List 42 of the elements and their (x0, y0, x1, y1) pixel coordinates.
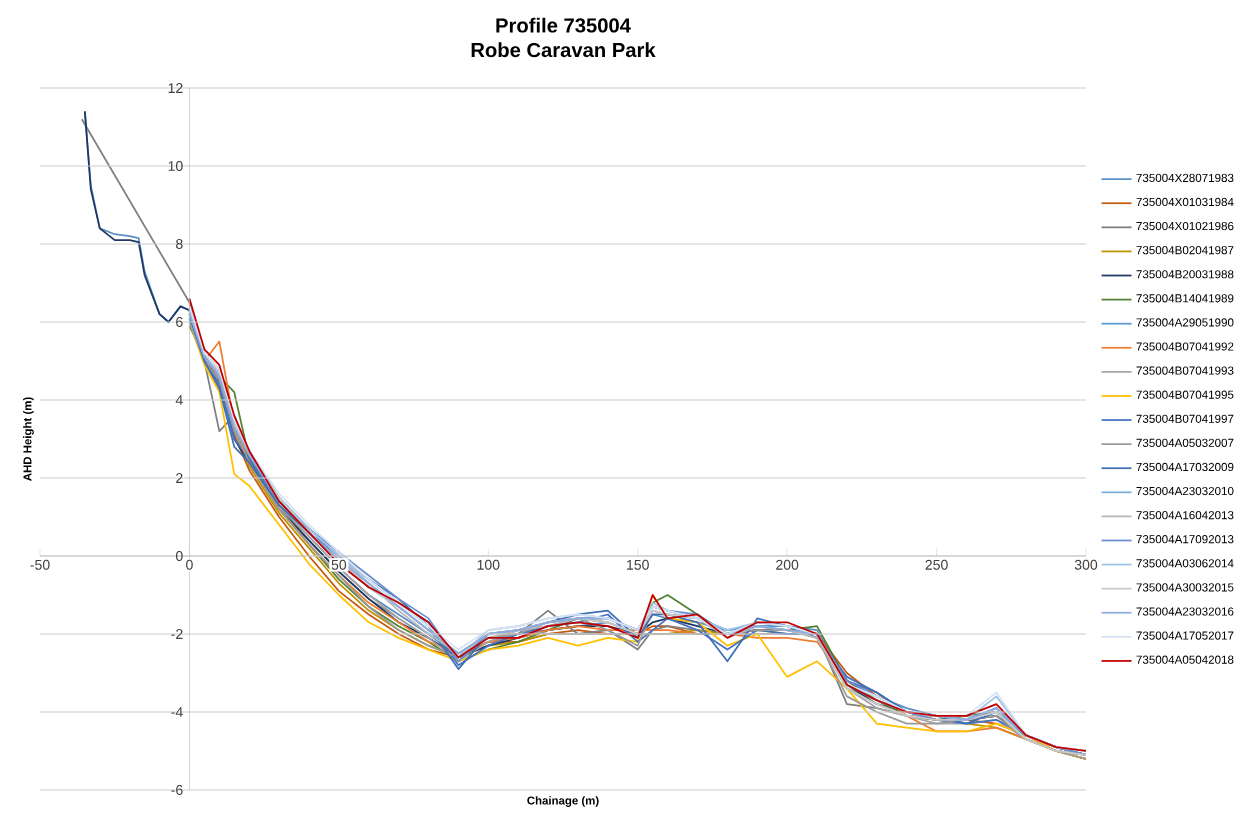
legend-label: 735004A17052017 (1136, 631, 1234, 640)
y-tick-label: -4 (171, 707, 183, 717)
y-tick-label: 6 (176, 317, 183, 327)
legend-label: 735004A17092013 (1136, 535, 1234, 544)
legend-label: 735004B07041995 (1136, 390, 1234, 399)
legend-label: 735004X01021986 (1136, 221, 1234, 231)
y-tick-label: -6 (171, 785, 183, 795)
x-axis-title: Chainage (m) (527, 796, 599, 807)
legend-label: 735004A23032010 (1136, 486, 1234, 496)
y-tick-label: -2 (171, 629, 183, 639)
chart-title: Profile 735004 (496, 17, 631, 33)
y-tick-label: 12 (168, 83, 183, 93)
x-tick-label: -50 (30, 559, 50, 570)
legend-label: 735004A23032016 (1136, 607, 1234, 616)
legend-label: 735004A30032015 (1136, 583, 1234, 592)
y-tick-label: 0 (175, 551, 183, 561)
x-tick-label: 150 (627, 559, 649, 570)
legend-label: 735004B07041997 (1136, 414, 1234, 423)
legend-label: 735004B07041993 (1136, 366, 1234, 375)
y-axis-title: AHD Height (m) (23, 397, 34, 481)
chart-subtitle: Robe Caravan Park (471, 42, 656, 58)
y-tick-label: 2 (176, 473, 183, 483)
legend-label: 735004A05042018 (1136, 655, 1234, 664)
y-tick-label: 10 (168, 161, 183, 171)
legend-label: 735004A16042013 (1136, 511, 1234, 520)
x-tick-label: 250 (925, 559, 948, 570)
x-tick-label: 300 (1074, 559, 1098, 570)
legend-label: 735004X01031984 (1136, 197, 1234, 207)
legend-label: 735004A29051990 (1136, 318, 1234, 327)
x-tick-label: 200 (776, 559, 799, 570)
legend-label: 735004X28071983 (1136, 173, 1234, 182)
legend-label: 735004B20031988 (1136, 270, 1234, 279)
legend-label: 735004A05032007 (1136, 438, 1234, 447)
legend-label: 735004A03062014 (1136, 559, 1234, 568)
y-tick-label: 4 (175, 395, 183, 405)
legend-label: 735004A17032009 (1136, 462, 1234, 472)
legend-label: 735004B14041989 (1136, 294, 1234, 303)
x-tick-label: 100 (477, 559, 500, 570)
legend-label: 735004B07041992 (1136, 342, 1234, 351)
y-tick-label: 8 (176, 239, 183, 249)
x-tick-label: 0 (186, 559, 193, 570)
legend-label: 735004B02041987 (1136, 246, 1234, 255)
